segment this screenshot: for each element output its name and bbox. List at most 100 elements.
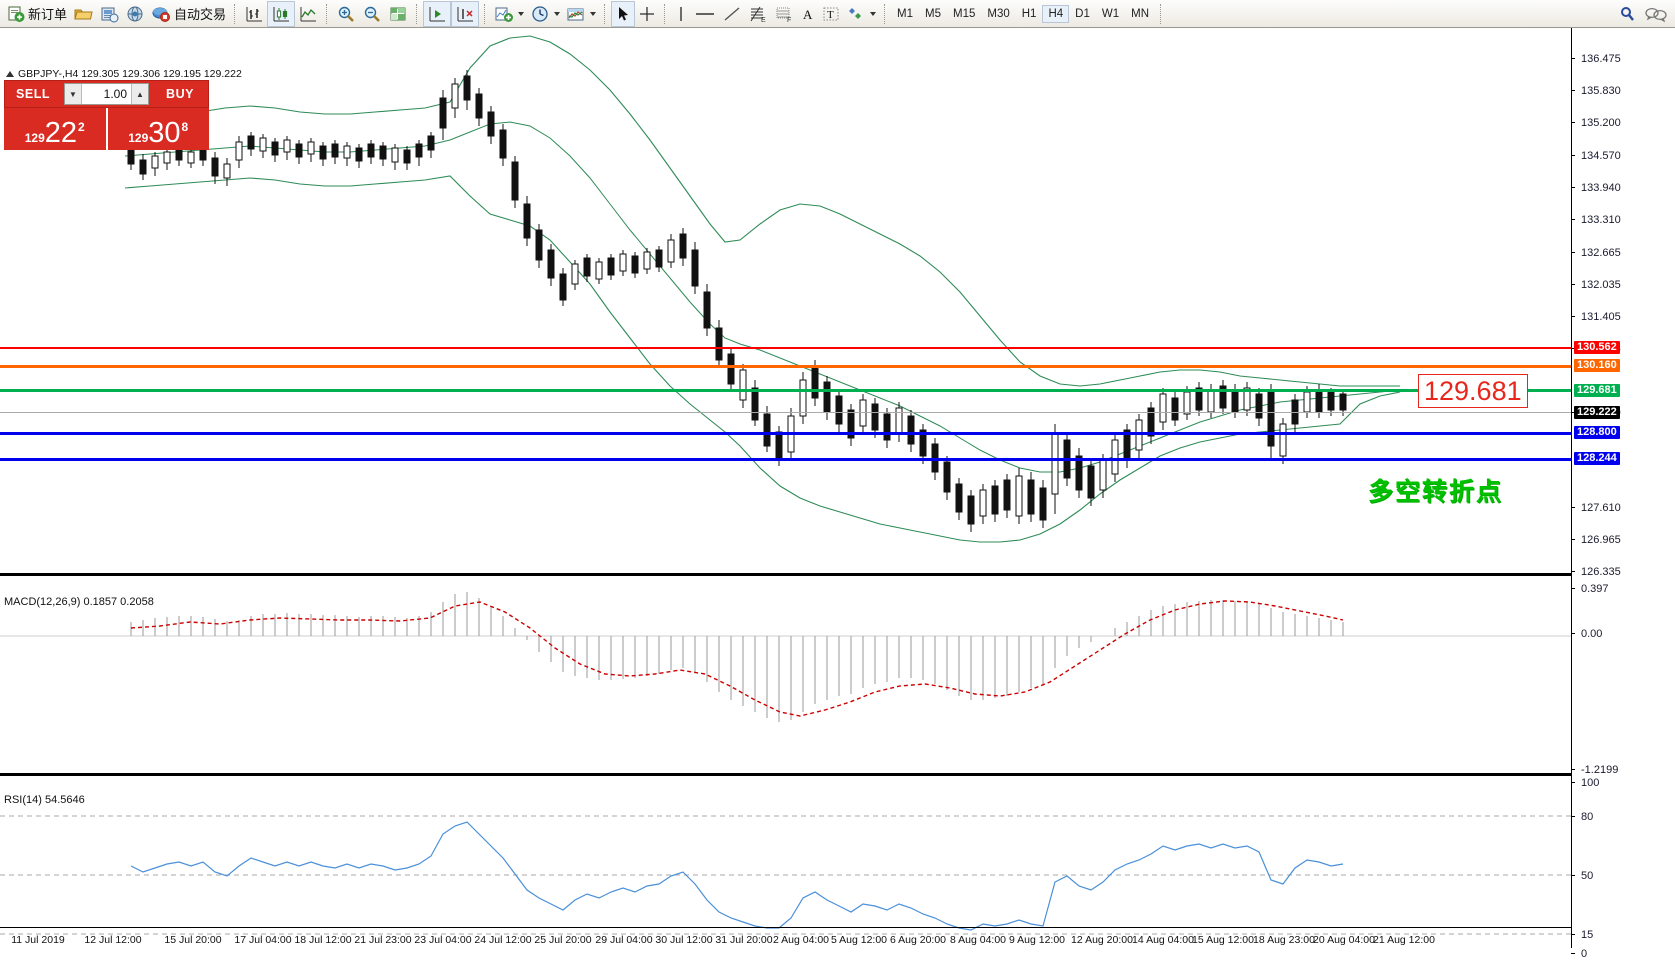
volume-increase-button[interactable]: ▲ <box>131 84 148 104</box>
cursor-icon[interactable] <box>611 0 636 27</box>
zoom-in-icon[interactable] <box>333 2 359 26</box>
plot-area[interactable]: 129.681 多空转折点 MACD(12,26,9) 0.1857 0.205… <box>0 28 1571 951</box>
candlestick-icon[interactable] <box>267 0 296 27</box>
timeframe-m30[interactable]: M30 <box>987 7 1010 20</box>
one-click-trading-panel[interactable]: GBPJPY-,H4 129.305 129.306 129.195 129.2… <box>4 68 242 150</box>
fibo-icon[interactable]: E <box>745 2 771 26</box>
price-tag-resistance-130562[interactable]: 130.562 <box>1574 341 1620 354</box>
price-tick: 132.035 <box>1571 280 1675 291</box>
chevron-down-icon[interactable] <box>590 11 597 16</box>
time-label: 11 Jul 2019 <box>11 934 65 946</box>
chat-icon[interactable] <box>1641 2 1671 26</box>
price-tag-pivot-129681[interactable]: 129.681 <box>1574 384 1620 397</box>
period-icon[interactable] <box>527 2 563 26</box>
resistance-line-130562[interactable] <box>0 347 1571 349</box>
price-axis[interactable]: 136.475 135.830 135.200 134.570 133.940 … <box>1571 28 1675 960</box>
hline-icon[interactable] <box>691 2 719 26</box>
time-axis[interactable]: 11 Jul 2019 12 Jul 12:00 15 Jul 20:00 17… <box>0 927 1571 948</box>
price-pane[interactable]: 129.681 多空转折点 <box>0 28 1571 573</box>
bollinger-middle-band <box>124 121 1401 473</box>
chevron-down-icon[interactable] <box>554 11 561 16</box>
timeframe-w1[interactable]: W1 <box>1101 7 1120 20</box>
price-tick: 135.830 <box>1571 86 1675 97</box>
bollinger-lower-band <box>124 175 1401 543</box>
price-tag-support-128800[interactable]: 128.800 <box>1574 426 1620 439</box>
macd-canvas <box>0 592 1571 722</box>
bid-quote[interactable]: 129 22 2 <box>4 108 108 150</box>
ask-price-prefix: 129 <box>128 131 149 145</box>
chinese-annotation[interactable]: 多空转折点 <box>1368 478 1504 506</box>
ask-price-main: 30 <box>148 117 181 149</box>
vline-icon[interactable] <box>671 2 691 26</box>
rsi-line <box>130 821 1344 931</box>
price-callout[interactable]: 129.681 <box>1418 374 1528 408</box>
resistance-line-130160[interactable] <box>0 365 1571 368</box>
toolbar-separator <box>484 3 486 24</box>
timeframe-m15[interactable]: M15 <box>953 7 976 20</box>
toolbar-separator <box>884 3 886 24</box>
shift-right-icon[interactable] <box>423 0 452 27</box>
indicators-icon[interactable] <box>491 2 527 26</box>
timeframe-h1[interactable]: H1 <box>1021 7 1037 20</box>
grid-icon[interactable] <box>385 2 411 26</box>
search-icon[interactable] <box>1615 2 1641 26</box>
time-label: 21 Jul 23:00 <box>354 934 412 946</box>
chevron-down-icon[interactable] <box>518 11 525 16</box>
time-label: 20 Aug 04:00 <box>1313 934 1375 946</box>
rsi-pane[interactable]: RSI(14) 54.5646 <box>0 773 1571 951</box>
support-line-128800[interactable] <box>0 432 1571 435</box>
volume-input-group[interactable]: ▼ 1.00 ▲ <box>64 83 149 105</box>
price-tag-current-129222[interactable]: 129.222 <box>1574 406 1620 419</box>
timeframe-h4[interactable]: H4 <box>1042 4 1070 23</box>
macd-pane[interactable]: MACD(12,26,9) 0.1857 0.2058 <box>0 573 1571 776</box>
timeframe-mn[interactable]: MN <box>1131 7 1149 20</box>
time-label: 18 Jul 12:00 <box>294 934 352 946</box>
line-chart-icon[interactable] <box>295 2 321 26</box>
time-label: 9 Aug 12:00 <box>1008 934 1066 946</box>
chart-window[interactable]: 129.681 多空转折点 MACD(12,26,9) 0.1857 0.205… <box>0 28 1675 960</box>
quote-row: 129 22 2 129 30 8 <box>4 108 209 150</box>
time-label: 6 Aug 20:00 <box>889 934 947 946</box>
candlestick-series <box>127 70 1347 532</box>
ask-quote[interactable]: 129 30 8 <box>107 108 209 150</box>
bar-chart-icon[interactable] <box>241 2 267 26</box>
templates-icon[interactable] <box>563 2 599 26</box>
volume-decrease-button[interactable]: ▼ <box>65 84 82 104</box>
price-tick: 133.940 <box>1571 183 1675 194</box>
toolbar-separator <box>664 3 666 24</box>
price-tag-resistance-130160[interactable]: 130.160 <box>1574 359 1620 372</box>
time-label: 12 Jul 12:00 <box>84 934 142 946</box>
price-tag-support-128244[interactable]: 128.244 <box>1574 452 1620 465</box>
price-tick: 134.570 <box>1571 151 1675 162</box>
trendline-icon[interactable] <box>719 2 745 26</box>
globe-icon[interactable] <box>122 2 148 26</box>
timeframe-m1[interactable]: M1 <box>897 7 914 20</box>
sell-button[interactable]: SELL <box>16 87 50 101</box>
autoscroll-icon[interactable] <box>451 0 480 27</box>
text-icon[interactable]: A <box>797 2 819 26</box>
plus-badge <box>14 11 25 22</box>
new-order-button[interactable]: 新订单 <box>4 2 70 26</box>
bollinger-upper-band <box>124 35 1400 387</box>
support-line-128244[interactable] <box>0 458 1571 461</box>
fibo-f-icon[interactable]: F <box>771 2 797 26</box>
autotrade-label: 自动交易 <box>174 7 227 22</box>
folder-icon[interactable] <box>70 2 96 26</box>
buy-button[interactable]: BUY <box>166 87 194 101</box>
news-icon[interactable] <box>96 2 122 26</box>
timeframe-d1[interactable]: D1 <box>1075 7 1090 20</box>
price-tick: 132.665 <box>1571 248 1675 259</box>
autotrade-button[interactable]: 自动交易 <box>148 2 229 26</box>
svg-text:A: A <box>803 7 813 22</box>
chevron-down-icon[interactable] <box>870 11 877 16</box>
volume-input[interactable]: 1.00 <box>103 87 127 101</box>
pivot-line-129681[interactable] <box>0 389 1571 392</box>
collapse-triangle-icon[interactable] <box>6 71 14 77</box>
label-icon[interactable]: T <box>819 2 843 26</box>
timeframe-m5[interactable]: M5 <box>925 7 941 20</box>
crosshair-icon[interactable] <box>635 2 659 26</box>
bid-price-main: 22 <box>44 117 78 149</box>
zoom-out-icon[interactable] <box>359 2 385 26</box>
shapes-icon[interactable] <box>843 2 879 26</box>
ask-price-fraction: 8 <box>181 120 189 134</box>
